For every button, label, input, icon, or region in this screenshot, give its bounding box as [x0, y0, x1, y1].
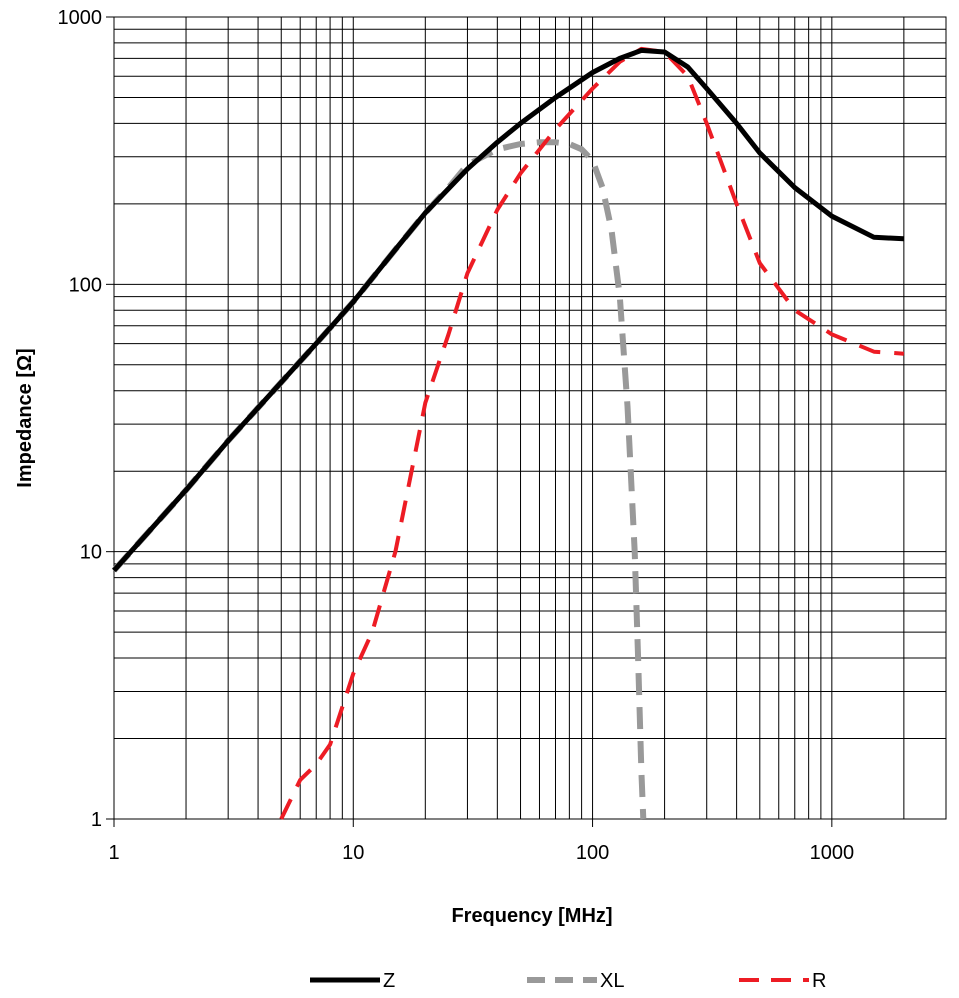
- grid: [114, 17, 946, 819]
- series-line-xl: [111, 139, 647, 820]
- plot-frame: [113, 16, 947, 820]
- series-line-r: [279, 46, 905, 820]
- x-axis-title: Frequency [MHz]: [451, 905, 612, 927]
- x-tick-label: 1: [108, 842, 119, 864]
- y-axis-title: Impedance [Ω]: [14, 348, 36, 487]
- series-line-z: [112, 47, 905, 573]
- legend: Z XL R: [310, 970, 826, 992]
- x-tick-label: 1000: [810, 842, 855, 864]
- axis-ticks: 1 10 100 1000 1 10 100 1000: [58, 7, 855, 864]
- series-lines: [111, 46, 905, 820]
- legend-label-xl: XL: [600, 970, 624, 992]
- y-tick-label: 1: [91, 809, 102, 831]
- y-tick-label: 10: [80, 542, 102, 564]
- x-tick-label: 10: [342, 842, 364, 864]
- legend-label-r: R: [812, 970, 826, 992]
- legend-label-z: Z: [383, 970, 395, 992]
- x-tick-label: 100: [576, 842, 609, 864]
- y-tick-label: 1000: [58, 7, 103, 29]
- y-tick-label: 100: [69, 274, 102, 296]
